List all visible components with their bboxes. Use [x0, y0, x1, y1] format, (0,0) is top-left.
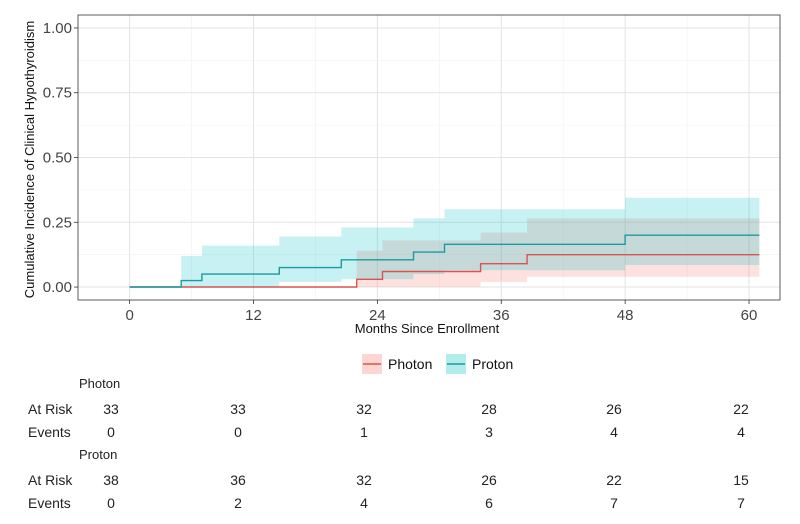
events-value: 0	[107, 495, 115, 511]
at-risk-value: 22	[733, 401, 749, 417]
cumulative-incidence-chart: 0 12 24 36 48 60 0.00 0.25 0.50 0.75 1.00 Cumulati…	[22, 14, 781, 374]
events-value: 7	[737, 495, 745, 511]
ci-band-proton	[129, 197, 760, 287]
at-risk-value: 28	[481, 401, 497, 417]
at-risk-value: 33	[230, 401, 246, 417]
y-tick-label: 1.00	[43, 20, 72, 37]
at-risk-value: 26	[606, 401, 622, 417]
events-value: 4	[360, 495, 368, 511]
y-tick-label: 0.50	[43, 150, 72, 167]
row-label-events: Events	[28, 424, 71, 440]
x-axis-label: Months Since Enrollment	[355, 321, 500, 336]
at-risk-value: 15	[733, 472, 749, 488]
row-label-at-risk: At Risk	[28, 472, 73, 488]
at-risk-value: 36	[230, 472, 246, 488]
events-value: 4	[737, 424, 745, 440]
risk-group-title: Photon	[79, 376, 121, 391]
at-risk-value: 26	[481, 472, 497, 488]
events-value: 1	[360, 424, 368, 440]
at-risk-value: 33	[103, 401, 119, 417]
at-risk-value: 22	[606, 472, 622, 488]
at-risk-value: 38	[103, 472, 119, 488]
series-line-proton	[129, 234, 760, 288]
axes: 0 12 24 36 48 60 0.00 0.25 0.50 0.75 1.00	[43, 20, 758, 324]
risk-group-title: Proton	[79, 447, 118, 462]
at-risk-value: 32	[356, 472, 372, 488]
events-value: 3	[485, 424, 493, 440]
y-tick-label: 0.75	[43, 85, 72, 102]
x-tick-label: 0	[125, 307, 133, 324]
y-tick-label: 0.25	[43, 214, 72, 231]
y-axis-label: Cumulative Incidence of Clinical Hypothy…	[22, 21, 37, 298]
events-value: 0	[107, 424, 115, 440]
legend: Photon Proton	[362, 354, 513, 374]
x-tick-label: 24	[369, 307, 386, 324]
events-value: 6	[485, 495, 493, 511]
events-value: 7	[610, 495, 618, 511]
events-value: 4	[610, 424, 618, 440]
series-line-photon	[129, 254, 760, 288]
x-tick-label: 36	[493, 307, 510, 324]
row-label-at-risk: At Risk	[28, 401, 73, 417]
series-lines	[129, 234, 760, 288]
row-label-events: Events	[28, 495, 71, 511]
legend-label-proton: Proton	[472, 356, 513, 372]
x-tick-label: 12	[245, 307, 262, 324]
x-tick-label: 60	[741, 307, 758, 324]
at-risk-value: 32	[356, 401, 372, 417]
y-tick-label: 0.00	[43, 279, 72, 296]
events-value: 2	[234, 495, 242, 511]
events-value: 0	[234, 424, 242, 440]
x-tick-label: 48	[617, 307, 634, 324]
legend-label-photon: Photon	[388, 356, 432, 372]
